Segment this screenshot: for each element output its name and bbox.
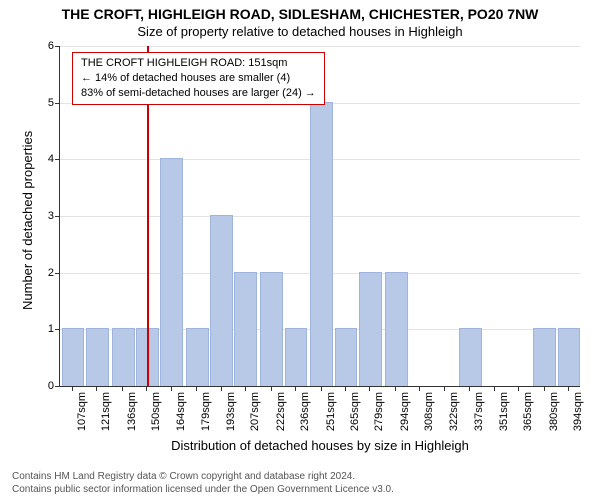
x-tick-label: 107sqm bbox=[76, 392, 88, 431]
x-tick-label: 322sqm bbox=[448, 392, 460, 431]
histogram-bar bbox=[385, 272, 408, 386]
x-tick-label: 179sqm bbox=[200, 392, 212, 431]
y-tick-label: 0 bbox=[48, 380, 54, 392]
y-tick-label: 6 bbox=[48, 40, 54, 52]
x-tick-label: 365sqm bbox=[522, 392, 534, 431]
footer-line-1: Contains HM Land Registry data © Crown c… bbox=[12, 470, 394, 483]
x-tick-label: 294sqm bbox=[399, 392, 411, 431]
x-tick-mark bbox=[369, 386, 370, 391]
y-tick-mark bbox=[55, 46, 60, 47]
chart-title: THE CROFT, HIGHLEIGH ROAD, SIDLESHAM, CH… bbox=[0, 6, 600, 22]
x-tick-mark bbox=[245, 386, 246, 391]
x-tick-label: 222sqm bbox=[275, 392, 287, 431]
histogram-bar bbox=[160, 158, 183, 386]
info-box: THE CROFT HIGHLEIGH ROAD: 151sqm ← 14% o… bbox=[72, 52, 325, 105]
x-tick-label: 251sqm bbox=[325, 392, 337, 431]
chart-subtitle: Size of property relative to detached ho… bbox=[0, 24, 600, 39]
histogram-bar bbox=[533, 328, 556, 386]
x-tick-mark bbox=[494, 386, 495, 391]
info-line-1: THE CROFT HIGHLEIGH ROAD: 151sqm bbox=[81, 56, 316, 71]
x-tick-label: 380sqm bbox=[548, 392, 560, 431]
x-tick-label: 351sqm bbox=[498, 392, 510, 431]
x-tick-label: 394sqm bbox=[572, 392, 584, 431]
x-tick-mark bbox=[122, 386, 123, 391]
x-tick-label: 136sqm bbox=[126, 392, 138, 431]
histogram-bar bbox=[86, 328, 109, 386]
histogram-bar bbox=[62, 328, 85, 386]
gridline bbox=[60, 46, 580, 47]
y-tick-label: 1 bbox=[48, 323, 54, 335]
plot-area: 0123456107sqm121sqm136sqm150sqm164sqm179… bbox=[60, 46, 580, 386]
y-tick-mark bbox=[55, 386, 60, 387]
x-tick-mark bbox=[321, 386, 322, 391]
histogram-bar bbox=[186, 328, 209, 386]
x-tick-label: 193sqm bbox=[225, 392, 237, 431]
histogram-bar bbox=[285, 328, 308, 386]
x-tick-label: 279sqm bbox=[373, 392, 385, 431]
x-tick-mark bbox=[469, 386, 470, 391]
y-axis-label: Number of detached properties bbox=[20, 131, 35, 310]
x-tick-mark bbox=[171, 386, 172, 391]
histogram-bar bbox=[260, 272, 283, 386]
y-tick-label: 4 bbox=[48, 153, 54, 165]
x-tick-mark bbox=[518, 386, 519, 391]
x-tick-mark bbox=[221, 386, 222, 391]
x-tick-label: 150sqm bbox=[150, 392, 162, 431]
y-tick-label: 5 bbox=[48, 97, 54, 109]
x-tick-mark bbox=[72, 386, 73, 391]
x-tick-mark bbox=[295, 386, 296, 391]
x-tick-mark bbox=[419, 386, 420, 391]
y-tick-label: 2 bbox=[48, 267, 54, 279]
x-tick-label: 337sqm bbox=[473, 392, 485, 431]
y-tick-mark bbox=[55, 159, 60, 160]
y-tick-mark bbox=[55, 329, 60, 330]
histogram-bar bbox=[459, 328, 482, 386]
x-tick-label: 121sqm bbox=[100, 392, 112, 431]
x-tick-label: 207sqm bbox=[249, 392, 261, 431]
histogram-bar bbox=[112, 328, 135, 386]
histogram-bar bbox=[310, 102, 333, 386]
x-tick-mark bbox=[196, 386, 197, 391]
histogram-bar bbox=[335, 328, 358, 386]
info-line-3: 83% of semi-detached houses are larger (… bbox=[81, 86, 316, 101]
histogram-bar bbox=[558, 328, 581, 386]
x-axis-label: Distribution of detached houses by size … bbox=[60, 438, 580, 453]
info-line-2: ← 14% of detached houses are smaller (4) bbox=[81, 71, 316, 86]
x-tick-mark bbox=[96, 386, 97, 391]
y-tick-label: 3 bbox=[48, 210, 54, 222]
x-tick-mark bbox=[345, 386, 346, 391]
x-tick-label: 236sqm bbox=[299, 392, 311, 431]
chart-container: { "title_line1": "THE CROFT, HIGHLEIGH R… bbox=[0, 0, 600, 500]
x-tick-label: 164sqm bbox=[175, 392, 187, 431]
x-tick-label: 308sqm bbox=[423, 392, 435, 431]
y-tick-mark bbox=[55, 216, 60, 217]
histogram-bar bbox=[210, 215, 233, 386]
footer-line-2: Contains public sector information licen… bbox=[12, 483, 394, 496]
x-tick-mark bbox=[544, 386, 545, 391]
x-tick-label: 265sqm bbox=[349, 392, 361, 431]
x-tick-mark bbox=[146, 386, 147, 391]
x-tick-mark bbox=[271, 386, 272, 391]
y-tick-mark bbox=[55, 103, 60, 104]
footer: Contains HM Land Registry data © Crown c… bbox=[12, 470, 394, 496]
x-tick-mark bbox=[444, 386, 445, 391]
x-tick-mark bbox=[395, 386, 396, 391]
histogram-bar bbox=[234, 272, 257, 386]
histogram-bar bbox=[359, 272, 382, 386]
y-tick-mark bbox=[55, 273, 60, 274]
x-tick-mark bbox=[568, 386, 569, 391]
